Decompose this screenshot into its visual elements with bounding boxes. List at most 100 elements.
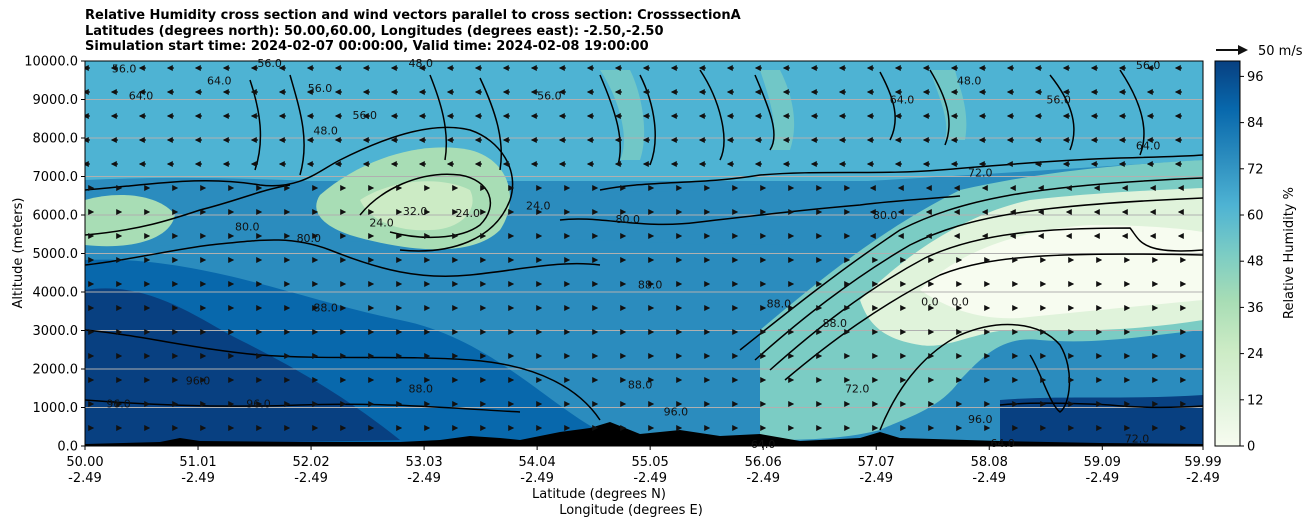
x-tick-label-lat: 50.00 [66, 455, 103, 470]
quiver-key: 50 m/s [1216, 44, 1303, 59]
colorbar-tick-label: 36 [1247, 301, 1264, 316]
x-tick-label-lat: 53.03 [405, 455, 442, 470]
contour-label: 56.0 [112, 63, 137, 76]
y-tick-label: 0.0 [57, 440, 78, 455]
contour-label: 80.0 [235, 221, 260, 234]
contour-label: 96.0 [246, 398, 271, 411]
contour-label: 72.0 [845, 382, 870, 395]
title-line-1: Relative Humidity cross section and wind… [85, 8, 741, 23]
contour-label: 56.0 [1136, 59, 1161, 72]
contour-label: 56.0 [537, 90, 562, 103]
contour-label: 24.0 [455, 207, 480, 220]
contour-line [559, 195, 961, 226]
contour-label: 80.0 [616, 213, 641, 226]
field-dry-left [85, 195, 175, 247]
contour-label: 64.0 [890, 94, 915, 107]
terrain [85, 422, 1203, 446]
contour-label: 64.0 [1136, 140, 1161, 153]
x-tick-label-lon: -2.49 [633, 471, 667, 486]
contour-line [599, 154, 1203, 191]
contour-line [999, 402, 1203, 409]
y-tick-label: 2000.0 [33, 363, 79, 378]
wind-vectors [85, 65, 1187, 431]
contour-line [1049, 69, 1145, 156]
y-tick-label: 8000.0 [33, 132, 79, 147]
y-tick-label: 10000.0 [24, 55, 78, 70]
field-dry-mid-core [360, 181, 473, 231]
contour-label: 96.0 [664, 405, 689, 418]
x-tick-label-lon: -2.49 [520, 471, 554, 486]
contour-line [699, 69, 775, 161]
colorbar-label: Relative Humidity % [1282, 187, 1297, 319]
x-axis-label-lon: Longitude (degrees E) [559, 503, 703, 518]
contour-label: 24.0 [369, 217, 394, 230]
contour-label: 88.0 [408, 382, 433, 395]
x-tick-label-lon: -2.49 [294, 471, 328, 486]
x-tick-label-lat: 51.01 [179, 455, 216, 470]
x-tick-label-lat: 56.06 [745, 455, 782, 470]
x-tick-label-lon: -2.49 [746, 471, 780, 486]
colorbar-tick-label: 60 [1247, 209, 1264, 224]
contour-line [85, 329, 601, 421]
contour-line [879, 69, 950, 146]
x-tick-label-lat: 55.05 [632, 455, 669, 470]
contour-labels: 56.0 64.0 56.0 64.0 56.0 48.0 56.0 48.0 56.0 24.0… [106, 57, 1160, 451]
y-tick-label: 9000.0 [33, 93, 79, 108]
contour-label: 64.0 [207, 74, 232, 87]
x-tick-label-lon: -2.49 [181, 471, 215, 486]
contour-label: 64.0 [129, 90, 154, 103]
x-tick-label-lon: -2.49 [859, 471, 893, 486]
contour-label: 88.0 [638, 278, 663, 291]
x-axis-ticks: 50.00-2.4951.01-2.4952.02-2.4953.03-2.49… [66, 446, 1222, 486]
x-tick-label-lat: 52.02 [292, 455, 329, 470]
contour-label: 48.0 [408, 57, 433, 70]
y-tick-label: 4000.0 [33, 286, 79, 301]
colorbar-tick-label: 84 [1247, 116, 1264, 131]
y-axis-label: Altitude (meters) [11, 198, 26, 309]
title-line-3: Simulation start time: 2024-02-07 00:00:… [85, 39, 649, 54]
y-tick-label: 3000.0 [33, 324, 79, 339]
x-tick-label-lon: -2.49 [68, 471, 102, 486]
x-tick-label-lon: -2.49 [972, 471, 1006, 486]
contour-label: 48.0 [313, 124, 338, 137]
field-driest [920, 225, 1203, 319]
colorbar-tick-label: 24 [1247, 347, 1264, 362]
contour-label: 64.0 [751, 438, 776, 451]
contour-label: 80.0 [873, 209, 898, 222]
colorbar: 0 12 24 36 48 60 72 84 96 Relative Humidity % [1214, 60, 1297, 455]
contour-label: 32.0 [403, 205, 428, 218]
colorbar-tick-label: 0 [1247, 440, 1255, 455]
contour-line [769, 227, 1203, 371]
contour-label: 24.0 [526, 199, 551, 212]
contour-label: 96.0 [968, 413, 993, 426]
contour-label: 48.0 [957, 74, 982, 87]
colorbar-tick-label: 72 [1247, 162, 1264, 177]
colorbar-ticks: 0 12 24 36 48 60 72 84 96 [1240, 70, 1264, 455]
y-tick-label: 1000.0 [33, 401, 79, 416]
x-tick-label-lon: -2.49 [1186, 471, 1220, 486]
contour-label: 88.0 [767, 298, 792, 311]
contour-line [85, 239, 601, 278]
colorbar-tick-label: 48 [1247, 255, 1264, 270]
contour-line [784, 253, 1203, 381]
contour-line [879, 323, 1071, 431]
x-tick-label-lon: -2.49 [1085, 471, 1119, 486]
x-axis-label-lat: Latitude (degrees N) [532, 487, 666, 502]
x-tick-label-lon: -2.49 [407, 471, 441, 486]
y-axis-ticks: 0.0 1000.0 2000.0 3000.0 4000.0 5000.0 6000.0 7… [24, 55, 85, 455]
contour-label: 72.0 [1125, 432, 1150, 445]
colorbar-tick-label: 96 [1247, 70, 1264, 85]
contour-line [599, 74, 656, 166]
field-saturated-core [85, 288, 400, 446]
colorbar-fill [1214, 60, 1241, 447]
y-tick-label: 6000.0 [33, 209, 79, 224]
contour-label: 96.0 [106, 398, 131, 411]
y-tick-label: 5000.0 [33, 247, 79, 262]
contour-label: 88.0 [823, 317, 848, 330]
x-tick-label-lat: 54.04 [519, 455, 556, 470]
colorbar-tick-label: 12 [1247, 393, 1264, 408]
x-tick-label-lat: 59.99 [1184, 455, 1221, 470]
contour-label: 96.0 [186, 375, 211, 388]
contour-label: 72.0 [968, 167, 993, 180]
